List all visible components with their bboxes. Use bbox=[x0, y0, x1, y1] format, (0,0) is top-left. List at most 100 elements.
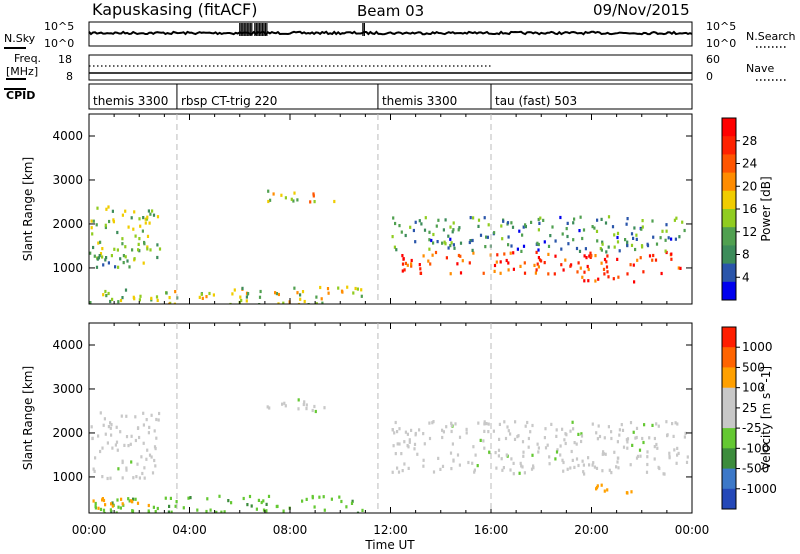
data-cell bbox=[200, 292, 203, 296]
data-cell bbox=[158, 411, 161, 416]
data-cell bbox=[307, 303, 310, 304]
data-cell bbox=[125, 468, 128, 472]
data-cell bbox=[670, 252, 673, 256]
data-cell bbox=[130, 216, 133, 220]
data-cell bbox=[413, 442, 417, 446]
data-cell bbox=[485, 422, 488, 426]
data-cell bbox=[109, 508, 112, 512]
data-cell bbox=[592, 461, 595, 465]
data-cell bbox=[449, 237, 452, 241]
data-cell bbox=[639, 454, 642, 458]
data-cell bbox=[612, 277, 615, 281]
data-cell bbox=[164, 496, 167, 500]
colorbar-tick-label: 20 bbox=[742, 179, 757, 193]
data-cell bbox=[616, 440, 619, 444]
data-cell bbox=[110, 254, 113, 258]
data-cell bbox=[303, 299, 306, 304]
data-cell bbox=[624, 238, 627, 242]
data-cell bbox=[144, 221, 147, 225]
data-cell bbox=[479, 233, 483, 237]
data-cell bbox=[242, 496, 245, 501]
data-cell bbox=[153, 445, 157, 449]
colorbar-tick-label: 16 bbox=[742, 202, 757, 216]
data-cell bbox=[99, 411, 102, 415]
velocity-heatmap bbox=[90, 398, 689, 513]
data-cell bbox=[442, 430, 445, 434]
time-tick-label: 16:00 bbox=[474, 523, 509, 537]
data-cell bbox=[115, 440, 119, 444]
data-cell bbox=[133, 210, 136, 214]
data-cell bbox=[145, 457, 148, 461]
data-cell bbox=[281, 402, 284, 406]
data-cell bbox=[564, 432, 567, 436]
data-cell bbox=[143, 476, 146, 480]
data-cell bbox=[156, 298, 159, 302]
data-cell bbox=[102, 263, 105, 267]
data-cell bbox=[111, 297, 114, 301]
data-cell bbox=[665, 420, 668, 424]
data-cell bbox=[212, 293, 215, 297]
power-axes: 1000 2000 3000 4000 bbox=[52, 114, 693, 304]
data-cell bbox=[391, 470, 394, 474]
data-cell bbox=[119, 298, 123, 303]
data-cell bbox=[566, 467, 569, 471]
data-cell bbox=[659, 236, 662, 240]
data-cell bbox=[137, 426, 140, 430]
data-cell bbox=[398, 427, 401, 431]
data-cell bbox=[676, 446, 679, 450]
data-cell bbox=[97, 241, 100, 245]
data-cell bbox=[536, 442, 539, 446]
data-cell bbox=[106, 476, 109, 481]
data-cell bbox=[449, 225, 452, 229]
data-cell bbox=[471, 461, 474, 465]
data-cell bbox=[555, 428, 558, 432]
data-cell bbox=[668, 451, 671, 455]
data-cell bbox=[148, 425, 151, 429]
data-cell bbox=[103, 417, 106, 421]
data-cell bbox=[616, 257, 619, 261]
data-cell bbox=[603, 272, 606, 276]
data-cell bbox=[267, 494, 271, 498]
data-cell bbox=[517, 434, 520, 438]
data-cell bbox=[125, 466, 128, 470]
colorbar-swatch bbox=[722, 245, 736, 265]
data-cell bbox=[499, 260, 502, 264]
y-tick-label: 4000 bbox=[52, 129, 83, 143]
data-cell bbox=[562, 460, 565, 465]
data-cell bbox=[589, 251, 592, 255]
colorbar-swatch bbox=[722, 448, 736, 469]
data-cell bbox=[146, 245, 149, 249]
data-cell bbox=[581, 236, 584, 241]
data-cell bbox=[102, 498, 106, 503]
data-cell bbox=[227, 499, 230, 503]
data-cell bbox=[450, 423, 453, 427]
data-cell bbox=[117, 467, 120, 471]
colorbar-swatch bbox=[722, 407, 736, 429]
noise-sky-line bbox=[88, 30, 693, 36]
data-cell bbox=[451, 230, 454, 234]
data-cell bbox=[414, 220, 417, 224]
data-cell bbox=[534, 271, 537, 275]
data-cell bbox=[487, 223, 490, 227]
data-cell bbox=[290, 197, 293, 201]
data-cell bbox=[635, 426, 639, 430]
data-cell bbox=[109, 476, 112, 480]
data-cell bbox=[132, 295, 135, 299]
data-cell bbox=[554, 457, 557, 461]
data-cell bbox=[452, 459, 455, 463]
data-cell bbox=[469, 216, 472, 220]
data-cell bbox=[147, 431, 150, 435]
colorbar-swatch bbox=[722, 172, 736, 192]
data-cell bbox=[660, 271, 663, 276]
data-cell bbox=[401, 262, 405, 266]
data-cell bbox=[345, 505, 348, 509]
data-cell bbox=[412, 228, 415, 233]
data-cell bbox=[441, 464, 445, 468]
data-cell bbox=[587, 279, 590, 283]
data-cell bbox=[394, 420, 397, 425]
data-cell bbox=[608, 468, 611, 472]
data-cell bbox=[571, 458, 574, 462]
data-cell bbox=[201, 296, 204, 300]
data-cell bbox=[138, 435, 141, 440]
data-cell bbox=[437, 456, 440, 460]
